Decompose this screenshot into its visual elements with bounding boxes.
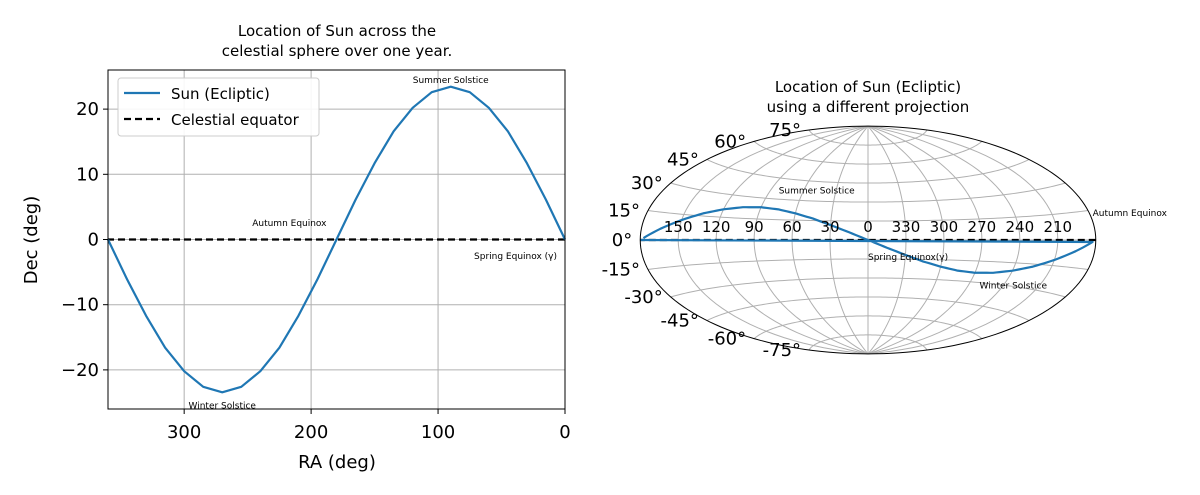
x-tick-label: 300 <box>167 422 201 443</box>
parallel-gridline <box>753 140 983 165</box>
longitude-tick-label: 300 <box>930 218 959 236</box>
chart-title-line: Location of Sun (Ecliptic) <box>775 78 961 96</box>
latitude-tick-label: 60° <box>714 131 746 152</box>
annotation-label: Summer Solstice <box>413 76 489 86</box>
annotation-label: Winter Solstice <box>980 281 1048 291</box>
parallel-gridline <box>647 258 1089 270</box>
legend-box <box>117 77 320 137</box>
chart-title-line: celestial sphere over one year. <box>222 42 453 60</box>
longitude-tick-label: 330 <box>892 218 921 236</box>
y-tick-label: −10 <box>61 295 99 316</box>
annotation-label: Spring Equinox (γ) <box>474 252 557 262</box>
y-tick-label: 0 <box>88 230 99 251</box>
parallel-gridline <box>808 129 928 146</box>
longitude-tick-label: 210 <box>1043 218 1072 236</box>
annotation-label: Spring Equinox(γ) <box>868 253 948 263</box>
chart-title-line: using a different projection <box>767 98 970 116</box>
x-tick-label: 200 <box>294 422 328 443</box>
series-layer <box>107 85 566 394</box>
y-tick-label: 10 <box>76 164 99 185</box>
longitude-tick-label: 90 <box>745 218 764 236</box>
x-tick-label: 100 <box>421 422 455 443</box>
y-axis-label: Dec (deg) <box>21 196 42 285</box>
latitude-tick-label: -30° <box>624 287 662 308</box>
latitude-tick-label: -75° <box>763 340 801 361</box>
parallel-gridline <box>808 334 928 351</box>
x-tick-label: 0 <box>559 422 570 443</box>
annotations: Summer Solstice Autumn Equinox Spring Equi… <box>779 187 1168 292</box>
longitude-tick-label: 0 <box>863 218 873 236</box>
legend-label-sun: Sun (Ecliptic) <box>171 85 270 103</box>
latitude-tick-label: 30° <box>631 173 663 194</box>
latitude-tick-label: -60° <box>708 329 746 350</box>
axis-ticks: 150 120 90 60 30 0 330 300 270 240 210-75°-60°-45°… <box>602 120 1073 361</box>
chart-title-line: Location of Sun across the <box>238 22 436 40</box>
parallel-gridline <box>753 315 983 340</box>
annotation-label: Winter Solstice <box>189 402 257 412</box>
series-sun-ecliptic <box>107 85 566 394</box>
legend: Sun (Ecliptic) Celestial equator <box>117 77 320 137</box>
annotation-label: Summer Solstice <box>779 187 855 197</box>
parallel-gridline <box>670 182 1066 203</box>
parallel-gridline <box>706 296 1030 321</box>
longitude-tick-label: 30 <box>820 218 839 236</box>
series-sun-ecliptic <box>640 206 1094 274</box>
parallel-gridline <box>647 210 1089 222</box>
latitude-tick-label: -15° <box>602 259 640 280</box>
longitude-tick-label: 270 <box>968 218 997 236</box>
annotations: Summer Solstice Autumn Equinox Spring Equi… <box>189 76 557 412</box>
legend-label-equator: Celestial equator <box>171 111 300 129</box>
latitude-tick-label: 15° <box>608 201 640 222</box>
parallel-gridline <box>670 277 1066 298</box>
annotation-label: Autumn Equinox <box>1093 209 1168 219</box>
x-axis-label: RA (deg) <box>298 452 376 473</box>
longitude-tick-label: 120 <box>702 218 731 236</box>
chart-title: Location of Sun across the celestial sphe… <box>222 22 453 60</box>
latitude-tick-label: 0° <box>612 230 632 251</box>
y-tick-label: 20 <box>76 99 99 120</box>
latitude-tick-label: 45° <box>667 149 699 170</box>
projection-boundary <box>639 125 1097 355</box>
latitude-tick-label: 75° <box>769 120 801 141</box>
longitude-tick-label: 150 <box>664 218 693 236</box>
chart-title: Location of Sun (Ecliptic) using a differ… <box>767 78 970 116</box>
chart-aitoff: 150 120 90 60 30 0 330 300 270 240 210-75°-60°-45°… <box>602 78 1168 361</box>
longitude-tick-label: 240 <box>1006 218 1035 236</box>
annotation-label: Autumn Equinox <box>252 219 327 229</box>
series-layer <box>640 206 1096 274</box>
longitude-tick-label: 60 <box>783 218 802 236</box>
y-tick-label: −20 <box>61 360 99 381</box>
parallel-gridline <box>706 159 1030 184</box>
latitude-tick-label: -45° <box>661 311 699 332</box>
